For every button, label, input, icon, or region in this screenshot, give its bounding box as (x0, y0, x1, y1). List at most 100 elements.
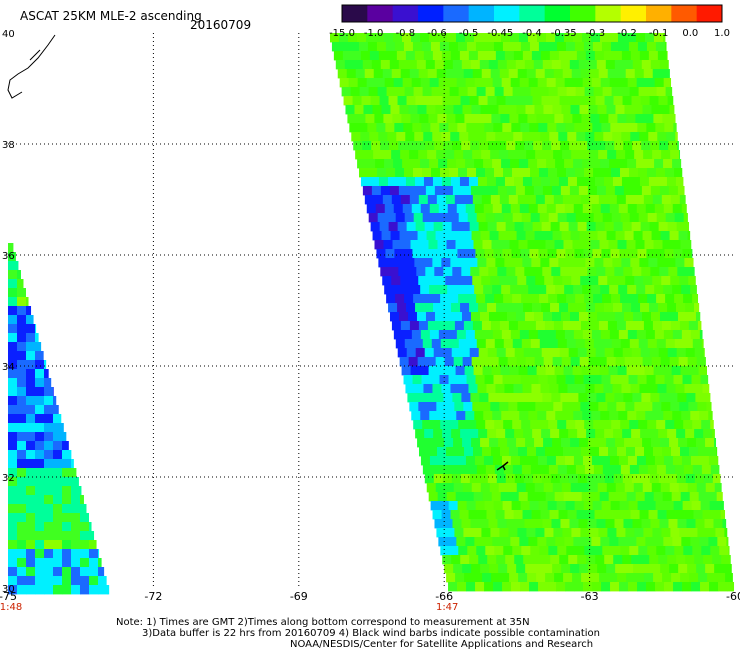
swath-b-cell (639, 132, 649, 142)
swath-a-cell (8, 360, 18, 370)
swath-b-cell (489, 231, 499, 241)
swath-b-cell (675, 258, 685, 268)
swath-b-cell (423, 384, 433, 394)
colorbar-label: 1.0 (714, 28, 730, 39)
swath-b-cell (628, 501, 639, 511)
swath-b-cell (522, 510, 532, 520)
swath-a-cell (44, 495, 54, 505)
swath-b-cell (544, 69, 555, 79)
swath-b-cell (579, 564, 589, 574)
swath-b-cell (388, 303, 398, 313)
swath-a-cell (89, 522, 92, 532)
swath-b-cell (623, 186, 634, 196)
swath-b-cell (451, 429, 461, 439)
swath-b-cell (478, 303, 488, 313)
swath-b-cell (616, 528, 626, 538)
swath-b-cell (440, 546, 450, 556)
swath-b-cell (441, 510, 451, 520)
swath-b-cell (504, 384, 514, 394)
swath-b-cell (609, 33, 619, 43)
swath-a-cell (17, 351, 27, 361)
swath-b-cell (604, 555, 614, 565)
swath-b-cell (602, 213, 613, 223)
swath-b-cell (571, 528, 581, 538)
swath-b-cell (517, 276, 527, 286)
swath-b-cell (598, 195, 609, 205)
swath-b-cell (670, 402, 680, 412)
swath-b-cell (445, 402, 455, 412)
swath-b-cell (511, 501, 522, 511)
swath-b-cell (462, 231, 472, 241)
swath-b-cell (501, 456, 512, 466)
swath-b-cell (422, 294, 432, 304)
swath-a-cell (98, 567, 105, 577)
swath-b-cell (620, 546, 630, 556)
swath-b-cell (414, 258, 424, 268)
swath-b-cell (508, 528, 518, 538)
swath-b-cell (647, 168, 657, 178)
swath-b-cell (625, 528, 635, 538)
swath-a-cell (26, 576, 36, 586)
swath-b-cell (711, 510, 721, 520)
swath-b-cell (434, 186, 445, 196)
swath-a-cell (26, 522, 36, 532)
swath-b-cell (446, 447, 456, 457)
swath-b-cell (546, 411, 556, 421)
swath-b-cell (495, 177, 506, 187)
swath-b-cell (548, 339, 559, 349)
swath-b-cell (360, 132, 370, 142)
swath-b-cell (361, 96, 371, 106)
swath-b-cell (590, 573, 600, 583)
swath-b-cell (552, 105, 562, 115)
swath-b-cell (515, 519, 525, 529)
swath-a-cell (17, 468, 27, 478)
swath-b-cell (444, 483, 455, 493)
swath-b-cell (654, 159, 664, 169)
swath-b-cell (632, 186, 643, 196)
swath-b-cell (568, 222, 579, 232)
swath-b-cell (537, 204, 548, 214)
swath-b-cell (665, 420, 675, 430)
swath-b-cell (471, 357, 482, 367)
swath-b-cell (542, 519, 552, 529)
swath-b-cell (497, 267, 507, 277)
swath-b-cell (459, 177, 470, 187)
swath-b-cell (484, 582, 494, 592)
swath-b-cell (436, 69, 447, 79)
swath-b-cell (524, 312, 535, 322)
swath-b-cell (594, 384, 604, 394)
swath-b-cell (515, 141, 525, 151)
swath-b-cell (617, 240, 627, 250)
swath-b-cell (391, 69, 402, 79)
swath-b-cell (592, 42, 603, 52)
swath-b-cell (522, 132, 532, 142)
swath-b-cell (427, 321, 438, 331)
swath-b-cell (524, 141, 534, 151)
swath-b-cell (712, 474, 721, 484)
swath-a-cell (44, 585, 54, 595)
swath-b-cell (506, 186, 517, 196)
swath-b-cell (604, 96, 614, 106)
swath-a-cell (44, 504, 54, 514)
swath-b-cell (446, 114, 456, 124)
swath-b-cell (648, 132, 658, 142)
swath-b-cell (478, 222, 489, 232)
swath-b-cell (417, 105, 427, 115)
swath-b-cell (594, 177, 605, 187)
swath-b-cell (721, 555, 731, 565)
swath-b-cell (618, 330, 629, 340)
swath-b-cell (614, 141, 624, 151)
swath-b-cell (616, 195, 627, 205)
swath-b-cell (657, 177, 668, 187)
swath-b-cell (608, 366, 618, 376)
swath-b-cell (540, 132, 550, 142)
swath-b-cell (447, 78, 458, 88)
swath-b-cell (609, 456, 620, 466)
swath-b-cell (427, 69, 438, 79)
swath-b-cell (405, 384, 415, 394)
swath-b-cell (677, 393, 687, 403)
swath-b-cell (588, 564, 598, 574)
swath-b-cell (564, 330, 575, 340)
swath-b-cell (378, 177, 389, 187)
swath-b-cell (603, 132, 613, 142)
